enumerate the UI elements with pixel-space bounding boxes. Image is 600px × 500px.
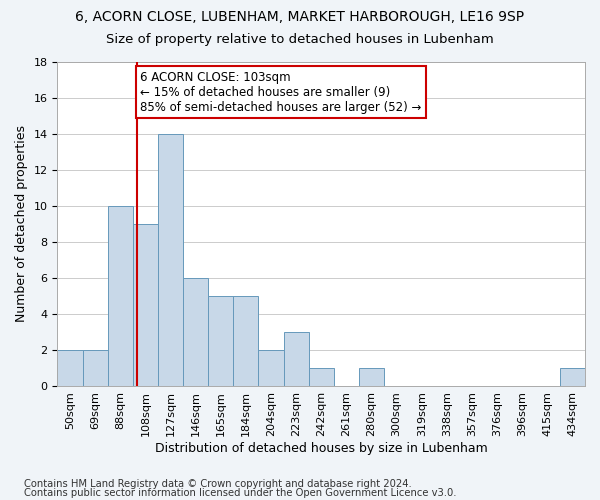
Text: 6, ACORN CLOSE, LUBENHAM, MARKET HARBOROUGH, LE16 9SP: 6, ACORN CLOSE, LUBENHAM, MARKET HARBORO… (76, 10, 524, 24)
Bar (107, 206, 133, 386)
Bar (208, 296, 233, 386)
Bar (158, 134, 183, 386)
Text: Contains HM Land Registry data © Crown copyright and database right 2024.: Contains HM Land Registry data © Crown c… (24, 479, 412, 489)
Bar (183, 278, 208, 386)
Bar (359, 368, 384, 386)
Text: Contains public sector information licensed under the Open Government Licence v3: Contains public sector information licen… (24, 488, 457, 498)
Bar (259, 350, 284, 386)
Text: 6 ACORN CLOSE: 103sqm
← 15% of detached houses are smaller (9)
85% of semi-detac: 6 ACORN CLOSE: 103sqm ← 15% of detached … (140, 70, 422, 114)
Bar (284, 332, 308, 386)
Bar (233, 296, 259, 386)
X-axis label: Distribution of detached houses by size in Lubenham: Distribution of detached houses by size … (155, 442, 488, 455)
Bar (308, 368, 334, 386)
Bar (133, 224, 158, 386)
Bar (83, 350, 107, 386)
Text: Size of property relative to detached houses in Lubenham: Size of property relative to detached ho… (106, 32, 494, 46)
Bar (58, 350, 83, 386)
Bar (560, 368, 585, 386)
Y-axis label: Number of detached properties: Number of detached properties (15, 126, 28, 322)
